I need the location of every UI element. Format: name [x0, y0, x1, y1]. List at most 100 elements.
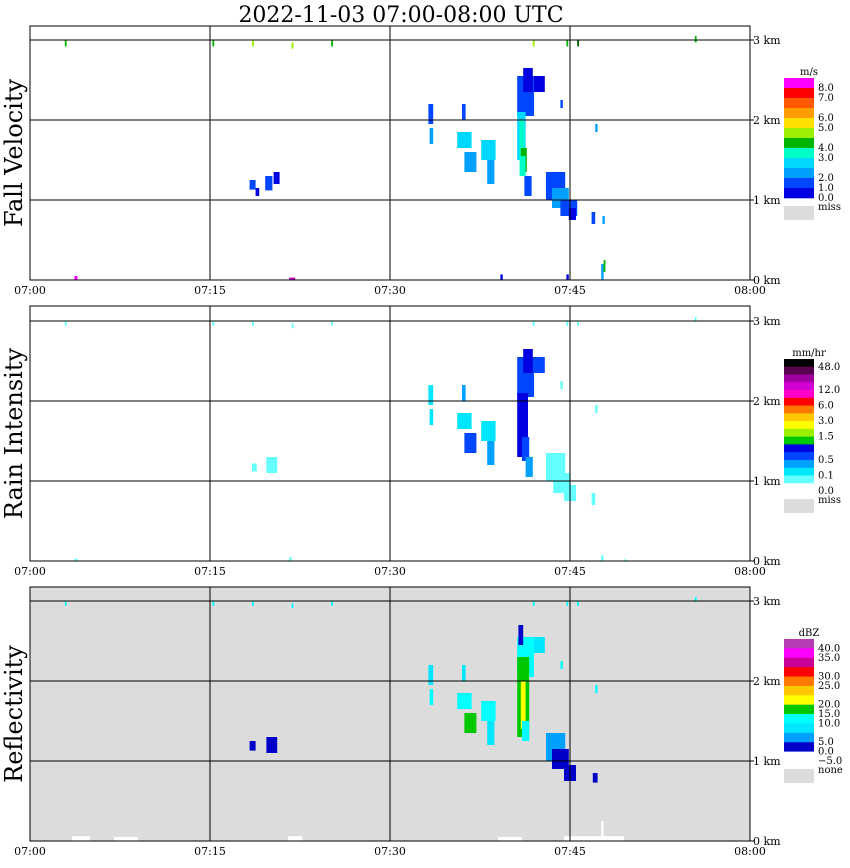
echo-cell	[464, 152, 477, 172]
echo-cell	[601, 555, 604, 561]
x-tick-label: 07:15	[194, 284, 226, 297]
legend-swatch	[784, 397, 814, 406]
x-tick-label: 07:00	[14, 284, 46, 297]
plot-frame	[29, 305, 751, 562]
echo-cell	[500, 274, 503, 280]
legend-swatch	[784, 178, 814, 189]
echo-cell	[428, 385, 434, 405]
legend-label: 48.0	[818, 362, 840, 373]
echo-cell	[481, 701, 496, 721]
legend-swatch	[784, 483, 814, 492]
legend-swatch	[784, 695, 814, 705]
figure-title: 2022-11-03 07:00-08:00 UTC	[238, 3, 563, 28]
y-tick-label: 0 km	[753, 835, 781, 848]
plot-frame	[29, 586, 751, 842]
echo-cell	[464, 713, 477, 733]
echo-cell	[252, 321, 254, 326]
legend-swatch	[784, 459, 814, 469]
x-tick-label: 07:45	[554, 845, 586, 858]
echo-cell	[64, 40, 67, 47]
echo-cell	[602, 216, 605, 224]
legend-swatch	[784, 475, 814, 484]
legend-swatch	[784, 676, 814, 687]
y-tick-label: 1 km	[753, 194, 781, 207]
echo-cell	[212, 601, 215, 606]
echo-cell	[291, 323, 294, 329]
echo-cell	[487, 721, 495, 745]
legend-label: 0.0	[818, 747, 834, 758]
echo-cell	[532, 321, 535, 326]
y-tick-label: 1 km	[753, 755, 781, 768]
legend-swatch	[784, 168, 814, 179]
echo-cell	[534, 76, 545, 92]
x-tick-label: 07:00	[14, 565, 46, 578]
echo-cell	[64, 321, 67, 326]
legend-label: 20.0	[818, 700, 840, 711]
echo-cell	[331, 40, 333, 47]
legend-swatch	[784, 188, 814, 199]
y-tick-label: 0 km	[753, 555, 781, 568]
echo-cell	[252, 463, 257, 472]
x-tick-label: 08:00	[734, 284, 766, 297]
echo-cell	[289, 557, 292, 561]
legend-swatch	[784, 657, 814, 668]
echo-cell	[462, 104, 466, 120]
legend-swatch	[784, 366, 814, 375]
legend-label: 0.0	[818, 193, 834, 204]
echo-cell	[566, 274, 569, 280]
echo-cell	[464, 433, 477, 453]
legend-swatch	[784, 436, 814, 445]
echo-cell	[694, 597, 697, 602]
echo-cell	[517, 393, 528, 457]
echo-cell	[428, 104, 434, 124]
echo-cell	[552, 749, 569, 769]
x-tick-label: 07:15	[194, 565, 226, 578]
x-tick-label: 08:00	[734, 565, 766, 578]
legend-label: 25.0	[818, 681, 840, 692]
panel-rain-intensity: 07:00 07:15 07:30 07:45 08:000 km 1 km 2 km 3 k…	[0, 305, 841, 578]
echo-cell	[595, 405, 598, 413]
legend-miss-swatch	[784, 206, 814, 220]
legend-swatch	[784, 742, 814, 752]
legend-swatch	[784, 390, 814, 399]
echo-cell	[577, 40, 579, 47]
x-tick-label: 07:00	[14, 845, 46, 858]
legend-swatch	[784, 374, 814, 383]
legend-swatch	[784, 421, 814, 430]
echo-cell	[429, 689, 434, 705]
echo-cell	[591, 493, 596, 505]
legend-label: 35.0	[818, 653, 840, 664]
y-axis-title: Rain Intensity	[0, 348, 28, 520]
plot-frame	[29, 25, 751, 281]
echo-cell	[601, 821, 604, 837]
echo-cell	[74, 276, 78, 280]
echo-cell	[566, 40, 569, 47]
legend-swatch	[784, 138, 814, 149]
echo-cell	[624, 559, 627, 562]
echo-cell	[534, 637, 545, 653]
legend-swatch	[784, 467, 814, 476]
echo-cell	[212, 321, 215, 326]
echo-cell	[564, 836, 624, 841]
echo-cell	[462, 385, 466, 401]
legend-swatch	[784, 413, 814, 422]
echo-cell	[566, 321, 569, 326]
echo-cell	[289, 277, 296, 280]
legend-swatch	[784, 639, 814, 649]
y-tick-label: 2 km	[753, 675, 781, 688]
y-tick-label: 1 km	[753, 475, 781, 488]
legend-label: 6.0	[818, 113, 834, 124]
echo-cell	[519, 120, 525, 160]
legend-swatch	[784, 128, 814, 139]
legend-swatch	[784, 405, 814, 414]
legend-swatch	[784, 148, 814, 159]
y-tick-label: 2 km	[753, 395, 781, 408]
echo-cell	[481, 421, 496, 441]
echo-cell	[532, 601, 535, 606]
echo-cell	[252, 40, 254, 47]
echo-cell	[331, 321, 333, 326]
echo-cell	[694, 36, 697, 43]
legend-label: 7.0	[818, 93, 834, 104]
legend-swatch	[784, 751, 814, 762]
